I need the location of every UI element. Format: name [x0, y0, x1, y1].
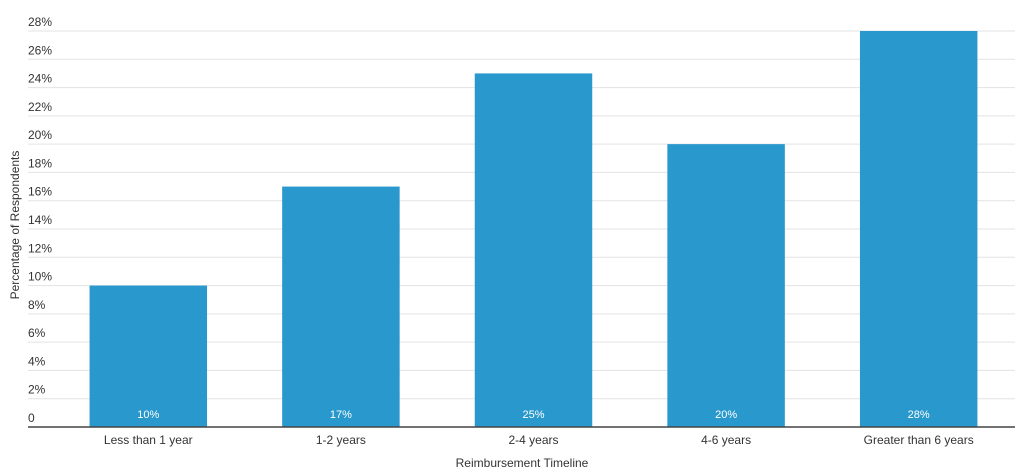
y-tick-label: 18%: [28, 156, 52, 170]
x-tick-label: 4-6 years: [701, 433, 751, 447]
data-label: 10%: [137, 409, 159, 421]
data-label: 17%: [330, 409, 352, 421]
y-tick-label: 2%: [28, 383, 46, 397]
bar: [667, 144, 785, 427]
y-tick-label: 8%: [28, 298, 46, 312]
data-label: 28%: [908, 409, 930, 421]
y-tick-label: 14%: [28, 213, 52, 227]
bar: [474, 73, 593, 427]
bar: [282, 186, 400, 427]
data-label: 25%: [522, 409, 544, 421]
y-tick-label: 20%: [28, 128, 52, 142]
bar: [89, 285, 208, 427]
y-axis-title: Percentage of Respondents: [8, 151, 22, 300]
bar: [859, 31, 978, 427]
x-tick-label: 1-2 years: [316, 433, 366, 447]
y-tick-label: 12%: [28, 241, 52, 255]
x-axis-title: Reimbursement Timeline: [456, 456, 589, 470]
y-tick-label: 24%: [28, 72, 52, 86]
y-tick-label: 26%: [28, 43, 52, 57]
y-tick-label: 6%: [28, 326, 46, 340]
y-tick-label: 28%: [28, 15, 52, 29]
x-tick-label: 2-4 years: [508, 433, 558, 447]
data-label: 20%: [715, 409, 737, 421]
y-tick-label: 16%: [28, 185, 52, 199]
y-tick-label: 10%: [28, 270, 52, 284]
y-tick-label: 0: [28, 411, 35, 425]
y-tick-label: 22%: [28, 100, 52, 114]
y-tick-label: 4%: [28, 354, 46, 368]
x-tick-label: Greater than 6 years: [864, 433, 974, 447]
x-tick-label: Less than 1 year: [104, 433, 193, 447]
